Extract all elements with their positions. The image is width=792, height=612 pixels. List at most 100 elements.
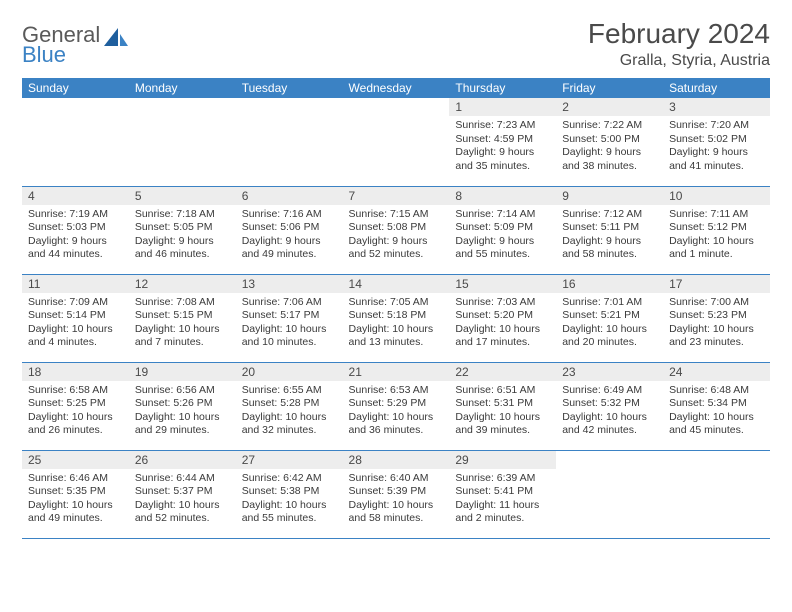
sunset-text: Sunset: 5:29 PM: [349, 397, 444, 411]
calendar-day-cell: 12Sunrise: 7:08 AMSunset: 5:15 PMDayligh…: [129, 274, 236, 362]
day-number: 18: [22, 363, 129, 381]
calendar-day-cell: [129, 98, 236, 186]
sunset-text: Sunset: 5:09 PM: [455, 221, 550, 235]
daylight-text: and 2 minutes.: [455, 512, 550, 526]
day-content: Sunrise: 6:42 AMSunset: 5:38 PMDaylight:…: [236, 469, 343, 533]
day-number: 25: [22, 451, 129, 469]
sunset-text: Sunset: 5:17 PM: [242, 309, 337, 323]
sunset-text: Sunset: 5:32 PM: [562, 397, 657, 411]
sunset-text: Sunset: 5:11 PM: [562, 221, 657, 235]
sunset-text: Sunset: 5:08 PM: [349, 221, 444, 235]
day-number: 11: [22, 275, 129, 293]
daylight-text: Daylight: 10 hours: [135, 411, 230, 425]
sunrise-text: Sunrise: 6:51 AM: [455, 384, 550, 398]
daylight-text: Daylight: 10 hours: [242, 323, 337, 337]
sunrise-text: Sunrise: 7:00 AM: [669, 296, 764, 310]
day-content: Sunrise: 6:40 AMSunset: 5:39 PMDaylight:…: [343, 469, 450, 533]
calendar-day-cell: 1Sunrise: 7:23 AMSunset: 4:59 PMDaylight…: [449, 98, 556, 186]
day-content: Sunrise: 7:15 AMSunset: 5:08 PMDaylight:…: [343, 205, 450, 269]
daylight-text: Daylight: 10 hours: [242, 411, 337, 425]
daylight-text: and 52 minutes.: [349, 248, 444, 262]
day-number: 5: [129, 187, 236, 205]
calendar-day-cell: 22Sunrise: 6:51 AMSunset: 5:31 PMDayligh…: [449, 362, 556, 450]
day-content: Sunrise: 6:55 AMSunset: 5:28 PMDaylight:…: [236, 381, 343, 445]
sunset-text: Sunset: 5:15 PM: [135, 309, 230, 323]
sunrise-text: Sunrise: 7:12 AM: [562, 208, 657, 222]
calendar-day-cell: [22, 98, 129, 186]
daylight-text: and 42 minutes.: [562, 424, 657, 438]
sunset-text: Sunset: 5:00 PM: [562, 133, 657, 147]
weekday-header: Monday: [129, 78, 236, 98]
day-content: Sunrise: 7:16 AMSunset: 5:06 PMDaylight:…: [236, 205, 343, 269]
daylight-text: Daylight: 10 hours: [562, 411, 657, 425]
logo-line2: Blue: [22, 44, 100, 66]
day-content: Sunrise: 7:23 AMSunset: 4:59 PMDaylight:…: [449, 116, 556, 180]
sunrise-text: Sunrise: 6:58 AM: [28, 384, 123, 398]
daylight-text: Daylight: 9 hours: [28, 235, 123, 249]
calendar-day-cell: 14Sunrise: 7:05 AMSunset: 5:18 PMDayligh…: [343, 274, 450, 362]
daylight-text: and 1 minute.: [669, 248, 764, 262]
day-number: 10: [663, 187, 770, 205]
sunrise-text: Sunrise: 7:08 AM: [135, 296, 230, 310]
weekday-header: Sunday: [22, 78, 129, 98]
day-content: Sunrise: 6:48 AMSunset: 5:34 PMDaylight:…: [663, 381, 770, 445]
day-number: 12: [129, 275, 236, 293]
sunrise-text: Sunrise: 7:20 AM: [669, 119, 764, 133]
weekday-header: Wednesday: [343, 78, 450, 98]
sunset-text: Sunset: 5:26 PM: [135, 397, 230, 411]
daylight-text: and 41 minutes.: [669, 160, 764, 174]
day-content: Sunrise: 7:05 AMSunset: 5:18 PMDaylight:…: [343, 293, 450, 357]
sunrise-text: Sunrise: 7:05 AM: [349, 296, 444, 310]
calendar-day-cell: 16Sunrise: 7:01 AMSunset: 5:21 PMDayligh…: [556, 274, 663, 362]
day-number: 26: [129, 451, 236, 469]
day-content: Sunrise: 7:11 AMSunset: 5:12 PMDaylight:…: [663, 205, 770, 269]
calendar-table: SundayMondayTuesdayWednesdayThursdayFrid…: [22, 78, 770, 539]
calendar-day-cell: 23Sunrise: 6:49 AMSunset: 5:32 PMDayligh…: [556, 362, 663, 450]
calendar-day-cell: 8Sunrise: 7:14 AMSunset: 5:09 PMDaylight…: [449, 186, 556, 274]
day-number: 23: [556, 363, 663, 381]
day-content: Sunrise: 7:22 AMSunset: 5:00 PMDaylight:…: [556, 116, 663, 180]
daylight-text: and 55 minutes.: [242, 512, 337, 526]
sunset-text: Sunset: 4:59 PM: [455, 133, 550, 147]
calendar-day-cell: 18Sunrise: 6:58 AMSunset: 5:25 PMDayligh…: [22, 362, 129, 450]
day-content: Sunrise: 7:06 AMSunset: 5:17 PMDaylight:…: [236, 293, 343, 357]
calendar-body: 1Sunrise: 7:23 AMSunset: 4:59 PMDaylight…: [22, 98, 770, 538]
day-content: Sunrise: 6:49 AMSunset: 5:32 PMDaylight:…: [556, 381, 663, 445]
sunrise-text: Sunrise: 6:55 AM: [242, 384, 337, 398]
daylight-text: and 29 minutes.: [135, 424, 230, 438]
sunrise-text: Sunrise: 6:53 AM: [349, 384, 444, 398]
sunset-text: Sunset: 5:25 PM: [28, 397, 123, 411]
day-content: Sunrise: 7:01 AMSunset: 5:21 PMDaylight:…: [556, 293, 663, 357]
sunset-text: Sunset: 5:03 PM: [28, 221, 123, 235]
calendar-day-cell: 4Sunrise: 7:19 AMSunset: 5:03 PMDaylight…: [22, 186, 129, 274]
header: General Blue February 2024 Gralla, Styri…: [22, 18, 770, 70]
daylight-text: Daylight: 10 hours: [349, 499, 444, 513]
calendar-day-cell: 24Sunrise: 6:48 AMSunset: 5:34 PMDayligh…: [663, 362, 770, 450]
day-content: Sunrise: 6:53 AMSunset: 5:29 PMDaylight:…: [343, 381, 450, 445]
calendar-day-cell: [663, 450, 770, 538]
day-content: Sunrise: 6:56 AMSunset: 5:26 PMDaylight:…: [129, 381, 236, 445]
daylight-text: Daylight: 10 hours: [242, 499, 337, 513]
day-number: 28: [343, 451, 450, 469]
calendar-day-cell: [556, 450, 663, 538]
day-number: 7: [343, 187, 450, 205]
calendar-day-cell: 13Sunrise: 7:06 AMSunset: 5:17 PMDayligh…: [236, 274, 343, 362]
day-content: Sunrise: 7:19 AMSunset: 5:03 PMDaylight:…: [22, 205, 129, 269]
day-number: 6: [236, 187, 343, 205]
day-number: 20: [236, 363, 343, 381]
day-content: Sunrise: 6:46 AMSunset: 5:35 PMDaylight:…: [22, 469, 129, 533]
day-content: Sunrise: 6:44 AMSunset: 5:37 PMDaylight:…: [129, 469, 236, 533]
sunrise-text: Sunrise: 6:42 AM: [242, 472, 337, 486]
daylight-text: and 58 minutes.: [349, 512, 444, 526]
daylight-text: Daylight: 10 hours: [28, 499, 123, 513]
daylight-text: and 4 minutes.: [28, 336, 123, 350]
month-title: February 2024: [588, 18, 770, 50]
sunrise-text: Sunrise: 7:15 AM: [349, 208, 444, 222]
sunset-text: Sunset: 5:20 PM: [455, 309, 550, 323]
daylight-text: Daylight: 10 hours: [669, 411, 764, 425]
location: Gralla, Styria, Austria: [588, 52, 770, 70]
daylight-text: Daylight: 9 hours: [242, 235, 337, 249]
daylight-text: Daylight: 11 hours: [455, 499, 550, 513]
daylight-text: Daylight: 9 hours: [562, 235, 657, 249]
day-number: 13: [236, 275, 343, 293]
